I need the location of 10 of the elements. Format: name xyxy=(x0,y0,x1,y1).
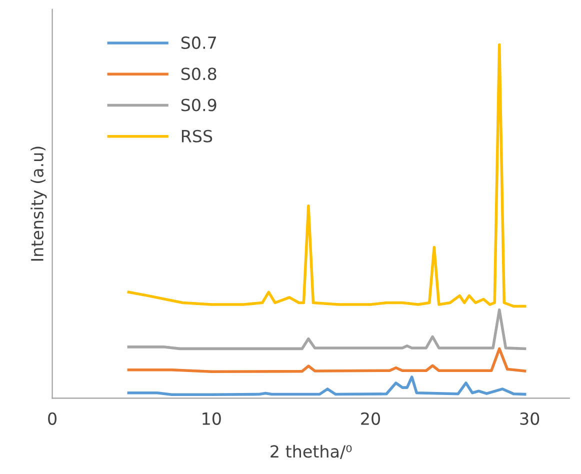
legend-label: S0.8 xyxy=(181,68,216,80)
legend-label: RSS xyxy=(182,130,212,142)
x-axis-title: 2 thetha/⁰ xyxy=(270,444,352,460)
y-axis-title: Intensity (a.u) xyxy=(30,146,47,261)
x-tick-label: 10 xyxy=(202,412,221,425)
legend-label: S0.9 xyxy=(181,98,216,112)
x-tick-label: 30 xyxy=(520,412,540,425)
legend-label: S0.7 xyxy=(181,36,216,50)
x-tick-label: 0 xyxy=(48,412,56,425)
x-tick-label: 20 xyxy=(361,412,380,425)
